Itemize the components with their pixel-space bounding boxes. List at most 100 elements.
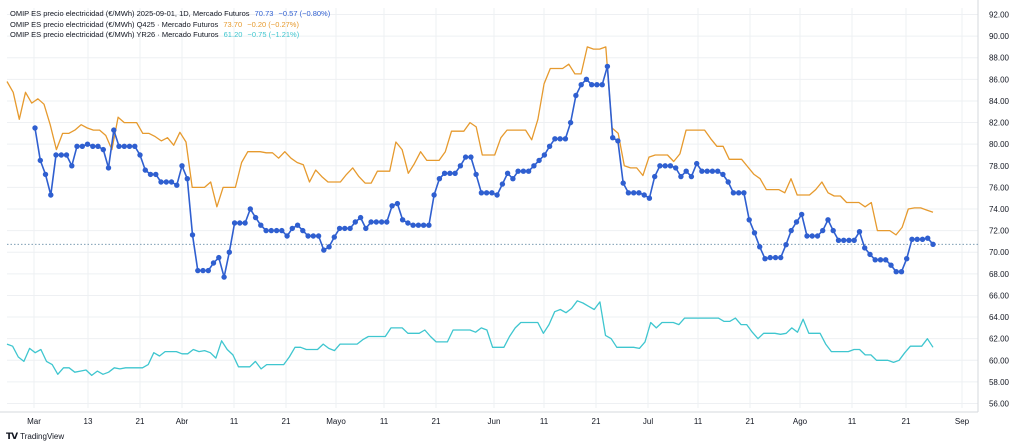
data-point bbox=[736, 190, 742, 196]
data-point bbox=[69, 163, 75, 169]
data-point bbox=[872, 257, 878, 263]
x-tick-label: 11 bbox=[694, 417, 703, 426]
data-point bbox=[132, 143, 138, 149]
x-tick-label: 21 bbox=[592, 417, 601, 426]
data-point bbox=[704, 168, 710, 174]
legend-label: OMIP ES precio electricidad (€/MWh) Q425… bbox=[10, 19, 219, 29]
data-point bbox=[725, 179, 731, 185]
data-point bbox=[520, 168, 527, 174]
chart-legend: OMIP ES precio electricidad (€/MWh) 2025… bbox=[10, 9, 330, 41]
data-point bbox=[730, 190, 737, 196]
data-point bbox=[48, 192, 54, 198]
data-point bbox=[447, 170, 453, 176]
y-tick-label: 58.00 bbox=[989, 378, 1010, 387]
data-point bbox=[856, 229, 863, 235]
tradingview-logo-icon: 𝗧𝗩 bbox=[6, 431, 18, 441]
data-point bbox=[799, 211, 805, 218]
y-tick-label: 62.00 bbox=[989, 335, 1010, 344]
data-point bbox=[336, 225, 343, 232]
data-point bbox=[699, 168, 705, 174]
data-point bbox=[384, 219, 390, 225]
data-point bbox=[462, 154, 469, 160]
data-point bbox=[63, 152, 70, 158]
data-point bbox=[237, 220, 243, 226]
y-tick-label: 74.00 bbox=[989, 205, 1010, 214]
data-point bbox=[221, 274, 227, 280]
data-point bbox=[284, 233, 290, 239]
data-point bbox=[373, 219, 379, 225]
data-point bbox=[788, 227, 794, 234]
data-point bbox=[625, 190, 632, 196]
x-tick-label: 11 bbox=[380, 417, 389, 426]
data-point bbox=[483, 190, 490, 196]
data-point bbox=[835, 237, 842, 243]
data-point bbox=[42, 171, 49, 178]
data-point bbox=[189, 232, 196, 238]
data-point bbox=[405, 220, 411, 226]
legend-label: OMIP ES precio electricidad (€/MWh) YR26… bbox=[10, 30, 219, 39]
data-point bbox=[741, 190, 747, 196]
data-point bbox=[147, 171, 154, 178]
data-point bbox=[310, 233, 316, 239]
data-point bbox=[820, 227, 826, 234]
data-point bbox=[478, 190, 485, 196]
data-point bbox=[694, 160, 700, 167]
legend-change: −0.75 (−1.21%) bbox=[247, 30, 300, 39]
data-point bbox=[641, 192, 647, 198]
data-point bbox=[242, 220, 248, 226]
data-point bbox=[268, 227, 274, 234]
data-point bbox=[673, 165, 679, 171]
data-point bbox=[919, 236, 926, 242]
y-tick-label: 60.00 bbox=[989, 356, 1010, 365]
data-point bbox=[804, 233, 810, 239]
data-point bbox=[814, 233, 821, 239]
data-point bbox=[851, 237, 857, 243]
x-tick-label: Mayo bbox=[326, 417, 346, 426]
data-point bbox=[757, 244, 763, 250]
x-tick-label: 21 bbox=[282, 417, 291, 426]
y-tick-label: 68.00 bbox=[989, 270, 1010, 279]
x-tick-label: Jun bbox=[488, 417, 501, 426]
data-point bbox=[153, 171, 159, 178]
data-point bbox=[79, 143, 86, 149]
data-point bbox=[494, 192, 500, 198]
data-point bbox=[378, 219, 385, 225]
data-point bbox=[58, 152, 64, 158]
series-line-2025-09-01 bbox=[34, 65, 934, 278]
data-point bbox=[205, 267, 211, 274]
data-point bbox=[210, 260, 217, 266]
data-point bbox=[74, 143, 80, 149]
data-point bbox=[877, 257, 884, 263]
y-tick-label: 92.00 bbox=[989, 11, 1010, 20]
legend-row-yr26[interactable]: OMIP ES precio electricidad (€/MWh) YR26… bbox=[10, 30, 330, 41]
data-point bbox=[678, 173, 684, 180]
data-point bbox=[289, 225, 295, 232]
legend-row-q425[interactable]: OMIP ES precio electricidad (€/MWh) Q425… bbox=[10, 20, 330, 31]
tradingview-brand[interactable]: 𝗧𝗩 TradingView bbox=[6, 431, 64, 442]
data-point bbox=[326, 244, 332, 250]
data-point bbox=[510, 176, 516, 182]
x-tick-label: 21 bbox=[746, 417, 755, 426]
data-point bbox=[431, 192, 437, 198]
data-point bbox=[525, 168, 532, 174]
data-point bbox=[536, 157, 542, 164]
x-tick-label: 11 bbox=[848, 417, 857, 426]
data-point bbox=[772, 254, 779, 261]
data-point bbox=[121, 143, 128, 149]
data-point bbox=[389, 203, 395, 209]
y-tick-label: 84.00 bbox=[989, 97, 1010, 106]
x-tick-label: Jul bbox=[643, 417, 653, 426]
y-tick-label: 70.00 bbox=[989, 248, 1010, 257]
data-point bbox=[615, 138, 621, 144]
data-point bbox=[683, 168, 689, 174]
legend-value: 73.70 bbox=[223, 19, 243, 29]
data-point bbox=[515, 168, 521, 174]
legend-row-main[interactable]: OMIP ES precio electricidad (€/MWh) 2025… bbox=[10, 9, 330, 20]
data-point bbox=[347, 225, 353, 232]
x-tick-label: Abr bbox=[176, 417, 189, 426]
data-point bbox=[720, 171, 726, 178]
data-point bbox=[652, 173, 658, 180]
y-tick-label: 66.00 bbox=[989, 291, 1010, 300]
data-point bbox=[746, 217, 752, 223]
